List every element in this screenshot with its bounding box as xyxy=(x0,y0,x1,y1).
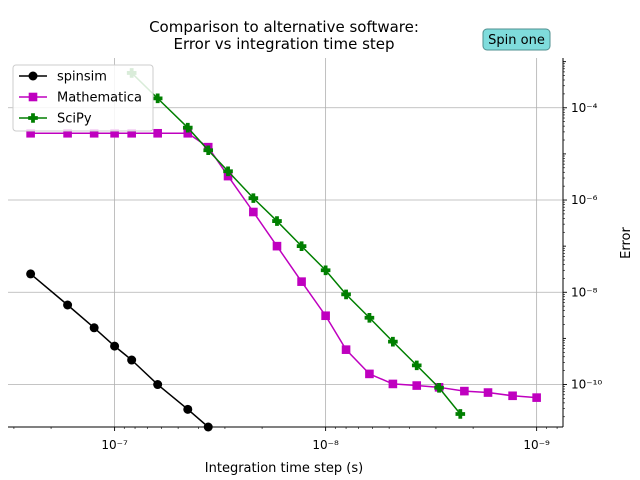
x-tick-label: 10⁻⁸ xyxy=(312,438,339,452)
data-point-mathematica xyxy=(110,128,119,138)
legend-label-scipy: SciPy xyxy=(57,112,92,127)
data-point-scipy xyxy=(434,382,444,393)
data-point-scipy xyxy=(272,216,282,226)
y-tick-label: 10⁻⁶ xyxy=(571,193,598,207)
data-point-mathematica xyxy=(26,128,35,138)
data-point-scipy xyxy=(455,409,466,419)
data-point-mathematica xyxy=(249,207,258,217)
data-point-spinsim xyxy=(89,323,99,333)
data-point-mathematica xyxy=(508,391,517,401)
data-point-scipy xyxy=(203,145,214,156)
data-point-scipy xyxy=(248,193,259,203)
data-point-spinsim xyxy=(153,380,163,390)
y-axis-label: Error xyxy=(619,227,634,259)
data-point-mathematica xyxy=(412,381,422,390)
x-tick-label: 10⁻⁹ xyxy=(523,438,550,452)
data-point-mathematica xyxy=(272,241,282,251)
data-point-spinsim xyxy=(63,300,73,310)
data-point-mathematica xyxy=(127,128,136,138)
data-point-scipy xyxy=(411,360,422,371)
data-point-scipy xyxy=(341,289,351,300)
legend-label-spinsim: spinsim xyxy=(57,70,107,85)
data-point-mathematica xyxy=(183,128,193,138)
legend: spinsim Mathematica SciPy xyxy=(12,64,154,132)
legend-marker-mathematica xyxy=(28,92,38,102)
series-layer xyxy=(26,68,541,432)
legend-box xyxy=(12,64,154,132)
series-line-spinsim xyxy=(30,273,209,428)
data-point-spinsim xyxy=(26,269,36,279)
series-spinsim xyxy=(26,269,213,432)
ticks: 10⁻⁷ 10⁻⁸ 10⁻⁹ 10⁻⁴ 10⁻⁶ 10⁻⁸ 10⁻¹⁰ xyxy=(13,61,602,452)
data-point-scipy xyxy=(296,241,307,251)
y-tick-label: 10⁻⁸ xyxy=(571,285,598,299)
annotation-text: Spin one xyxy=(488,33,545,48)
data-point-scipy xyxy=(364,312,375,323)
data-point-spinsim xyxy=(110,341,120,351)
series-line-mathematica xyxy=(30,132,537,399)
data-point-scipy xyxy=(388,336,398,347)
x-axis-label: Integration time step (s) xyxy=(205,461,363,476)
data-point-mathematica xyxy=(153,128,162,138)
data-point-mathematica xyxy=(321,311,330,321)
data-point-scipy xyxy=(152,93,163,104)
data-point-mathematica xyxy=(89,128,99,138)
data-point-mathematica xyxy=(388,379,398,389)
data-point-mathematica xyxy=(532,393,541,402)
series-mathematica xyxy=(26,128,541,402)
y-tick-label: 10⁻⁴ xyxy=(571,101,598,115)
data-point-spinsim xyxy=(183,404,193,414)
annotation-box: Spin one xyxy=(482,28,551,51)
axes xyxy=(8,58,564,428)
data-point-spinsim xyxy=(127,355,137,365)
data-point-mathematica xyxy=(483,388,493,397)
series-scipy xyxy=(126,68,466,419)
data-point-mathematica xyxy=(460,386,469,396)
data-point-mathematica xyxy=(341,345,351,354)
data-point-scipy xyxy=(320,265,331,276)
chart-title-line-1: Comparison to alternative software: xyxy=(149,18,419,36)
data-point-scipy xyxy=(182,122,193,133)
legend-label-mathematica: Mathematica xyxy=(57,91,142,106)
y-tick-label: 10⁻¹⁰ xyxy=(571,378,602,392)
data-point-spinsim xyxy=(203,422,213,432)
chart-title-line-2: Error vs integration time step xyxy=(173,35,394,53)
legend-marker-scipy xyxy=(28,113,38,123)
data-point-scipy xyxy=(223,166,233,177)
data-point-mathematica xyxy=(365,369,374,379)
data-point-mathematica xyxy=(63,128,72,138)
legend-marker-spinsim xyxy=(28,71,38,81)
x-tick-label: 10⁻⁷ xyxy=(101,438,128,452)
data-point-mathematica xyxy=(223,171,233,181)
data-point-mathematica xyxy=(297,277,306,286)
